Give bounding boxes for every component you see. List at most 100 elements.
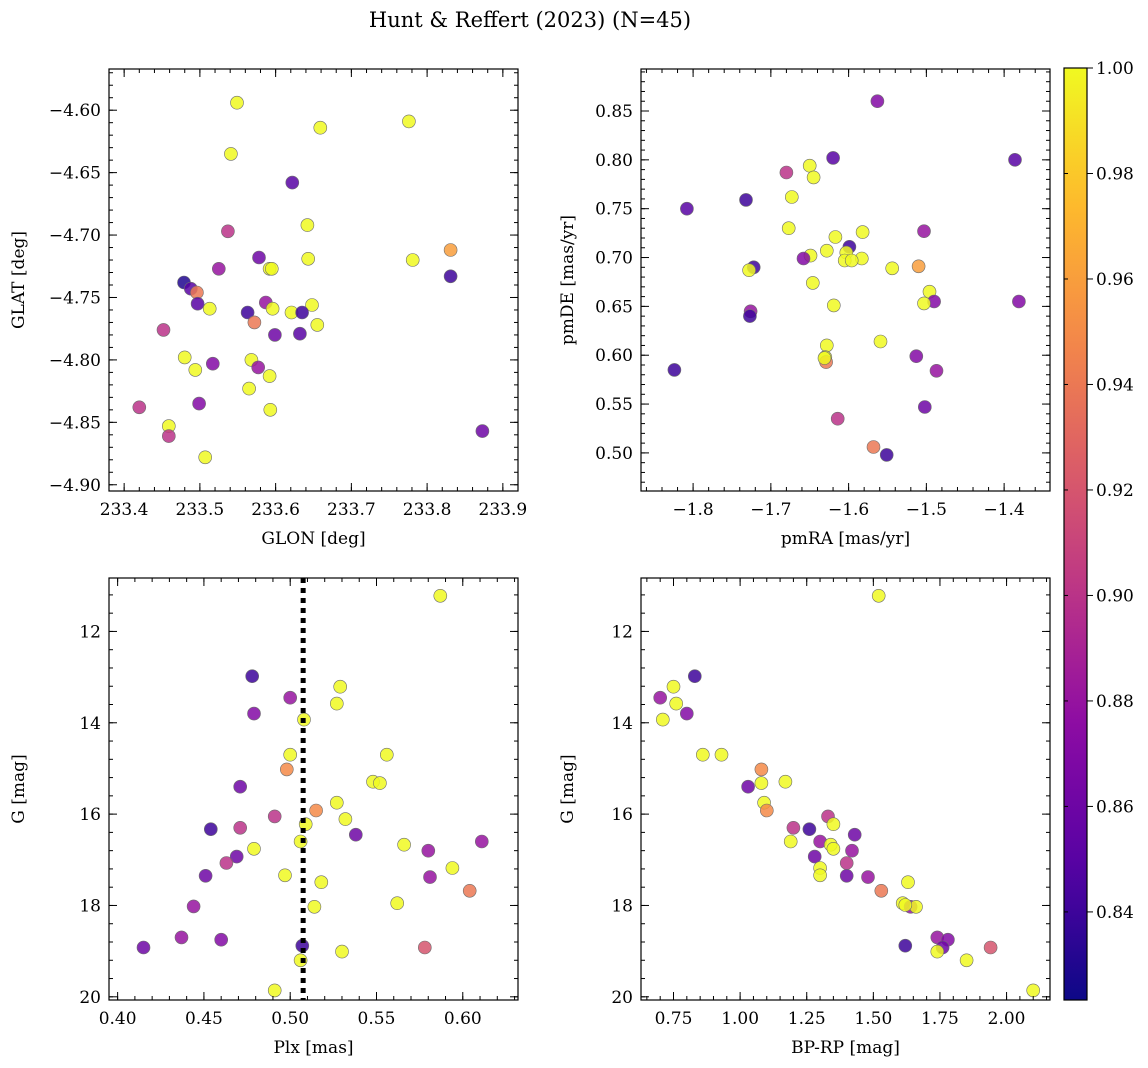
y-tick-label: 14 — [79, 714, 101, 734]
scatter-point — [929, 363, 944, 378]
x-tick-label: 0.55 — [358, 1009, 396, 1029]
scatter-point — [714, 747, 729, 762]
scatter-point — [443, 269, 458, 284]
scatter-point — [233, 820, 247, 835]
scatter-point — [314, 875, 329, 890]
x-tick-label: 2.00 — [988, 1009, 1026, 1029]
scatter-point — [252, 250, 266, 265]
y-tick-label: 0.80 — [595, 151, 633, 171]
x-tick-label: 0.45 — [185, 1009, 223, 1029]
x-tick-label: 233.9 — [479, 500, 528, 520]
y-tick-label: −4.60 — [49, 101, 101, 121]
scatter-point — [333, 679, 348, 694]
minor-ticks — [641, 578, 1050, 1000]
scatter-point — [402, 114, 416, 129]
y-axis-label: G [mag] — [558, 754, 578, 823]
scatter-point — [826, 151, 840, 165]
scatter-point — [214, 932, 228, 947]
scatter-point — [855, 225, 870, 239]
scatter-point — [669, 696, 684, 711]
scatter-point — [754, 762, 769, 777]
colorbar-tick-label: 1.00 — [1096, 59, 1134, 79]
x-axis-label: pmRA [mas/yr] — [781, 529, 910, 549]
scatter-point — [655, 712, 670, 727]
scatter-point — [293, 953, 308, 968]
scatter-point — [156, 323, 171, 337]
scatter-point — [779, 165, 794, 180]
scatter-point — [268, 328, 282, 342]
scatter-point — [293, 326, 307, 341]
x-tick-label: 1.75 — [921, 1009, 959, 1029]
scatter-point — [262, 369, 277, 383]
scatter-point — [267, 809, 282, 824]
scatter-point — [826, 841, 841, 856]
colorbar-tick-label: 0.88 — [1096, 692, 1134, 712]
scatter-point — [198, 868, 213, 883]
scatter-point — [390, 896, 405, 911]
scatter-point — [310, 318, 325, 332]
scatter-point — [826, 298, 841, 313]
scatter-point — [186, 899, 201, 914]
scatter-point — [754, 776, 769, 790]
x-tick-label: 1.00 — [721, 1009, 759, 1029]
scatter-point — [379, 747, 394, 762]
scatter-point — [373, 776, 387, 790]
scatter-point — [474, 834, 489, 849]
scatter-point — [305, 298, 319, 312]
x-tick-label: −1.8 — [672, 500, 713, 520]
scatter-point — [983, 940, 998, 955]
scatter-point — [283, 747, 298, 762]
scatter-point — [264, 261, 279, 276]
y-tick-label: −4.80 — [49, 351, 101, 371]
panel-plx-g: 0.40 0.45 0.50 0.55 0.60 12 14 16 18 20 Plx [mas] G… — [9, 577, 519, 1058]
scatter-point — [839, 868, 854, 883]
scatter-point — [423, 870, 437, 884]
x-axis-label: Plx [mas] — [273, 1038, 353, 1058]
scatter-point — [807, 849, 822, 864]
minor-ticks — [641, 69, 1050, 491]
scatter-point — [830, 411, 845, 426]
scatter-point — [784, 190, 799, 204]
scatter-point — [679, 706, 694, 721]
scatter-point — [212, 261, 226, 276]
panel-pmra-pmde: −1.8 −1.7 −1.6 −1.5 −1.4 0.50 0.55 0.60 0.65 0.70… — [558, 68, 1051, 549]
scatter-point — [475, 424, 490, 438]
x-tick-label: 233.5 — [176, 500, 225, 520]
y-tick-label: 20 — [79, 988, 101, 1008]
scatter-point — [202, 301, 217, 316]
scatter-point — [445, 861, 460, 875]
axes-frame — [640, 577, 1051, 1001]
panel-bprp-g: 0.75 1.00 1.25 1.50 1.75 2.00 12 14 16 18 20 BP-RP … — [558, 577, 1051, 1058]
x-axis-label: GLON [deg] — [261, 529, 365, 549]
y-tick-label: 0.60 — [595, 346, 633, 366]
scatter-points — [136, 588, 489, 998]
scatter-point — [136, 940, 151, 955]
minor-ticks — [109, 578, 518, 1000]
scatter-point — [265, 301, 280, 316]
y-tick-label: 16 — [79, 805, 101, 825]
y-tick-label: 0.55 — [595, 395, 633, 415]
scatter-point — [680, 201, 694, 216]
scatter-point — [397, 837, 411, 852]
scatter-point — [245, 669, 259, 684]
scatter-point — [405, 253, 420, 267]
y-tick-label: −4.90 — [49, 476, 101, 496]
scatter-point — [433, 588, 448, 603]
scatter-point — [898, 938, 913, 953]
x-tick-label: 0.50 — [271, 1009, 309, 1029]
scatter-point — [687, 669, 702, 684]
axes-frame — [108, 68, 519, 492]
scatter-points — [667, 94, 1026, 462]
scatter-point — [204, 822, 218, 837]
scatter-point — [781, 221, 796, 235]
scatter-point — [242, 381, 256, 396]
scatter-point — [301, 251, 316, 266]
scatter-point — [338, 812, 353, 826]
scatter-point — [307, 899, 322, 914]
scatter-point — [695, 747, 710, 762]
scatter-point — [911, 259, 926, 274]
y-tick-label: 0.50 — [595, 444, 633, 464]
axes-frame — [640, 68, 1051, 492]
panel-glon-glat: 233.4 233.5 233.6 233.7 233.8 233.9 −4.90 −4.85… — [9, 68, 528, 549]
scatter-point — [278, 868, 292, 883]
